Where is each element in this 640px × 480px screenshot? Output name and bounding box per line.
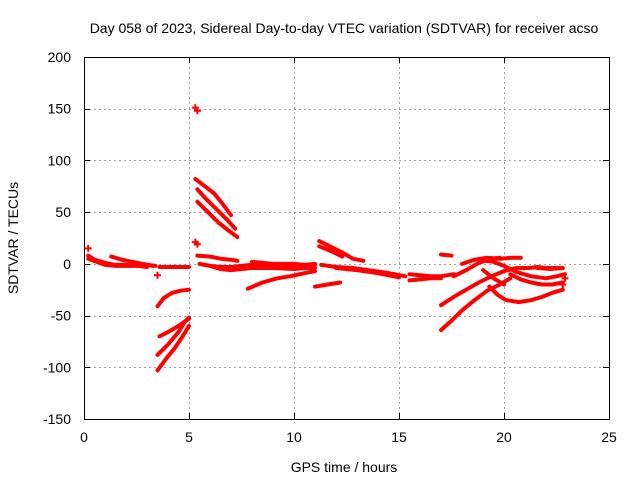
- y-tick-label: 50: [55, 204, 71, 220]
- data-points: [84, 104, 569, 373]
- data-series-s15: [245, 269, 317, 291]
- data-point: [84, 244, 92, 252]
- data-series-s3: [109, 254, 156, 268]
- data-series-s18: [317, 239, 366, 263]
- x-tick-label: 5: [185, 429, 193, 445]
- data-series-s12: [195, 253, 240, 263]
- x-tick-label: 25: [601, 429, 617, 445]
- data-series-s28: [460, 255, 523, 266]
- y-tick-label: 0: [63, 256, 71, 272]
- data-series-s17: [250, 259, 317, 267]
- x-tick-label: 0: [80, 429, 88, 445]
- data-series-s19: [317, 244, 345, 259]
- data-series-s22: [334, 266, 401, 280]
- y-tick-label: -50: [51, 308, 71, 324]
- data-series-s8: [155, 315, 191, 357]
- data-point: [561, 274, 569, 282]
- plot-frame: [84, 57, 610, 420]
- data-series-s25: [439, 276, 513, 333]
- data-series-s11: [195, 199, 240, 239]
- y-tick-label: -100: [43, 359, 71, 375]
- data-point: [559, 281, 567, 289]
- data-series-s9: [193, 177, 233, 218]
- data-series-s10: [195, 187, 238, 231]
- data-series-s24: [407, 276, 443, 283]
- data-series-s2: [86, 256, 149, 269]
- x-tick-label: 10: [286, 429, 302, 445]
- data-series-s31: [487, 284, 565, 305]
- grid: [84, 57, 609, 419]
- data-point: [193, 240, 201, 248]
- data-series-s32: [483, 258, 567, 281]
- x-tick-label: 20: [496, 429, 512, 445]
- data-series-s30: [481, 268, 506, 287]
- data-point: [154, 271, 161, 279]
- data-series-s33: [508, 272, 565, 287]
- data-series-s20: [313, 280, 343, 289]
- data-series-s16: [250, 266, 317, 271]
- chart-title: Day 058 of 2023, Sidereal Day-to-day VTE…: [90, 20, 599, 36]
- data-series-s7: [155, 323, 191, 373]
- data-series-s5: [155, 287, 191, 309]
- data-series-s34: [535, 266, 565, 271]
- y-axis-label: SDTVAR / TECUs: [5, 182, 21, 294]
- x-tick-label: 15: [391, 429, 407, 445]
- y-tick-label: 150: [48, 101, 72, 117]
- axis-ticks: 0 5 10 15 20 25 -150 -100 -50 0 50 100 150 200: [43, 49, 617, 445]
- y-tick-label: 100: [48, 152, 72, 168]
- y-tick-label: -150: [43, 411, 71, 427]
- y-tick-label: 200: [48, 49, 72, 65]
- data-point: [193, 107, 201, 115]
- data-series-s23: [407, 272, 456, 279]
- x-axis-label: GPS time / hours: [291, 459, 398, 475]
- data-series-s29: [439, 252, 454, 258]
